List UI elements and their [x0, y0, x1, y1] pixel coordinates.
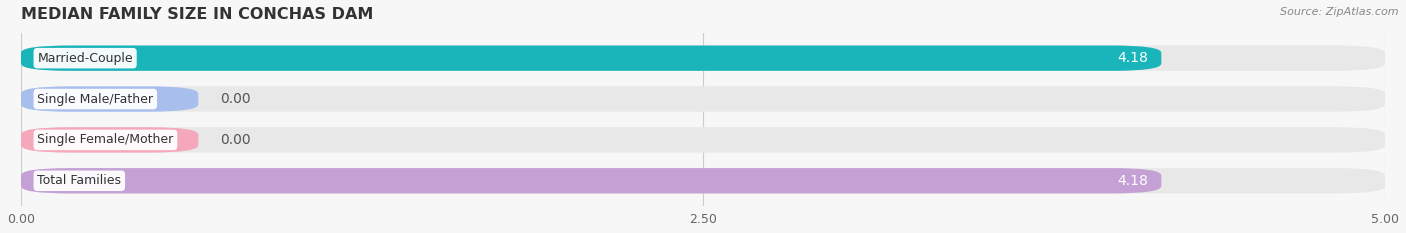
Text: 0.00: 0.00: [221, 92, 250, 106]
Text: 4.18: 4.18: [1116, 174, 1147, 188]
Text: MEDIAN FAMILY SIZE IN CONCHAS DAM: MEDIAN FAMILY SIZE IN CONCHAS DAM: [21, 7, 374, 22]
FancyBboxPatch shape: [21, 86, 198, 112]
Text: Total Families: Total Families: [38, 174, 121, 187]
FancyBboxPatch shape: [21, 45, 1385, 71]
Text: Single Female/Mother: Single Female/Mother: [38, 134, 173, 146]
FancyBboxPatch shape: [21, 127, 1385, 153]
Text: Single Male/Father: Single Male/Father: [38, 93, 153, 106]
FancyBboxPatch shape: [21, 45, 1161, 71]
FancyBboxPatch shape: [21, 168, 1385, 193]
FancyBboxPatch shape: [21, 127, 198, 153]
FancyBboxPatch shape: [21, 86, 1385, 112]
FancyBboxPatch shape: [21, 168, 1161, 193]
Text: Married-Couple: Married-Couple: [38, 52, 134, 65]
Text: Source: ZipAtlas.com: Source: ZipAtlas.com: [1281, 7, 1399, 17]
Text: 0.00: 0.00: [221, 133, 250, 147]
Text: 4.18: 4.18: [1116, 51, 1147, 65]
